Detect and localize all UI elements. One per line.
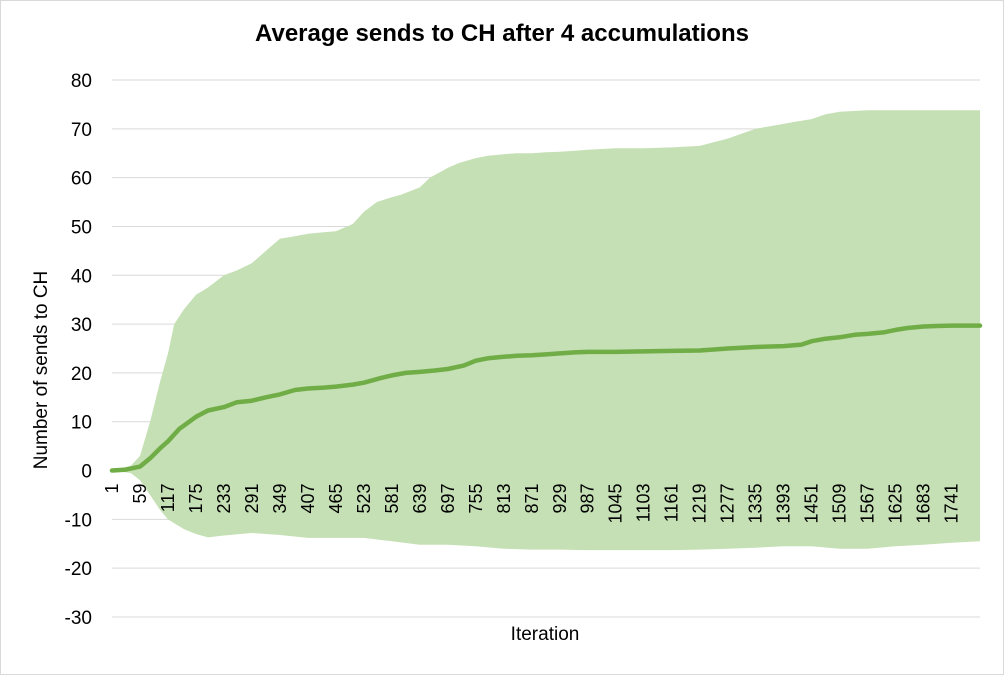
average-line <box>109 323 983 473</box>
x-tick-label: 1045 <box>606 484 626 524</box>
x-tick-label: 1 <box>102 484 122 494</box>
x-tick-label: 697 <box>438 484 458 514</box>
x-tick-label: 465 <box>326 484 346 514</box>
y-tick-label: 10 <box>71 413 92 434</box>
x-tick-label: 1103 <box>634 484 654 523</box>
x-tick-label: 117 <box>158 484 178 513</box>
x-tick-label: 1277 <box>718 484 738 524</box>
y-tick-label: 50 <box>71 217 92 238</box>
y-tick-label: 70 <box>71 120 92 141</box>
x-tick-label: 1161 <box>662 484 682 523</box>
x-tick-label: 1219 <box>690 484 710 524</box>
x-tick-label: 871 <box>522 484 542 514</box>
x-tick-label: 639 <box>410 484 430 514</box>
x-tick-label: 581 <box>382 484 402 514</box>
y-tick-label: 20 <box>71 364 92 385</box>
x-tick-label: 1625 <box>886 484 906 524</box>
x-tick-label: 813 <box>494 484 514 514</box>
range-band <box>112 110 980 551</box>
y-tick-label: 80 <box>71 71 92 92</box>
x-tick-label: 1393 <box>774 484 794 524</box>
y-tick-label: -30 <box>65 608 92 629</box>
x-tick-label: 755 <box>466 484 486 514</box>
x-axis-label: Iteration <box>510 624 580 645</box>
x-tick-label: 175 <box>186 484 206 514</box>
x-tick-label: 1509 <box>830 484 850 524</box>
y-tick-label: 40 <box>71 266 92 287</box>
x-tick-label: 929 <box>550 484 570 514</box>
x-tick-label: 1567 <box>858 484 878 524</box>
x-tick-label: 291 <box>242 484 262 514</box>
x-tick-label: 523 <box>354 484 374 514</box>
x-tick-label: 1335 <box>746 484 766 524</box>
x-tick-label: 1741 <box>942 484 962 524</box>
x-tick-label: 1683 <box>914 484 934 524</box>
y-tick-label: -20 <box>65 559 92 580</box>
y-tick-label: 0 <box>81 462 92 483</box>
x-tick-label: 987 <box>578 484 598 514</box>
y-tick-label: 30 <box>71 315 92 336</box>
x-tick-label: 407 <box>298 484 318 514</box>
y-tick-label: -10 <box>65 510 92 531</box>
chart-title: Average sends to CH after 4 accumulation… <box>255 20 749 47</box>
y-tick-label: 60 <box>71 169 92 190</box>
x-tick-label: 233 <box>214 484 234 514</box>
x-tick-label: 59 <box>130 484 150 504</box>
x-tick-label: 1451 <box>802 484 822 524</box>
x-tick-label: 349 <box>270 484 290 514</box>
